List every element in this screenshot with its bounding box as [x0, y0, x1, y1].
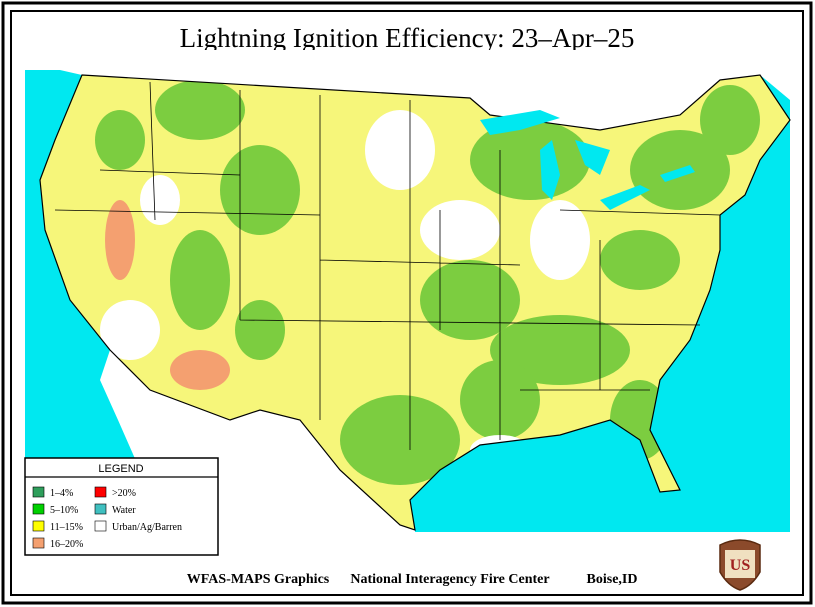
legend-swatch: [32, 486, 45, 498]
us-outline: [39, 74, 791, 531]
legend-swatch: [32, 503, 45, 515]
legend-items: 1–4% 5–10% 11–15% 16–20% >20% Water Urban/Ag/B…: [32, 486, 182, 550]
footer-text: National Interagency Fire Center: [350, 572, 549, 587]
legend-swatch: [94, 503, 107, 515]
legend-label: >20%: [112, 488, 136, 499]
legend-label: Water: [112, 505, 136, 516]
legend-label: 1–4%: [50, 488, 73, 499]
legend-swatch: [94, 520, 107, 532]
map-title: Lightning Ignition Efficiency: 23–Apr–25: [180, 23, 635, 53]
legend-label: 16–20%: [50, 539, 83, 550]
legend: LEGEND 1–4% 5–10% 11–15% 16–20% >20% Water Urb…: [24, 457, 219, 556]
canada: [25, 50, 790, 130]
legend-swatch: [32, 537, 45, 549]
logo-panel: [725, 550, 755, 578]
legend-box: [24, 457, 219, 556]
logo-text: US: [730, 557, 751, 574]
inner-frame: [10, 10, 804, 596]
legend-title: LEGEND: [98, 463, 143, 475]
great-lakes: [480, 110, 695, 210]
legend-label: Urban/Ag/Barren: [112, 522, 182, 533]
map: [25, 50, 791, 532]
legend-swatch: [94, 486, 107, 498]
legend-swatch: [32, 520, 45, 532]
state-lines: [54, 81, 721, 450]
footer-text: Boise,ID: [587, 572, 638, 587]
legend-label: 5–10%: [50, 505, 78, 516]
legend-label: 11–15%: [50, 522, 83, 533]
footer-text: WFAS-MAPS Graphics: [187, 572, 330, 587]
logo: US: [719, 539, 761, 591]
